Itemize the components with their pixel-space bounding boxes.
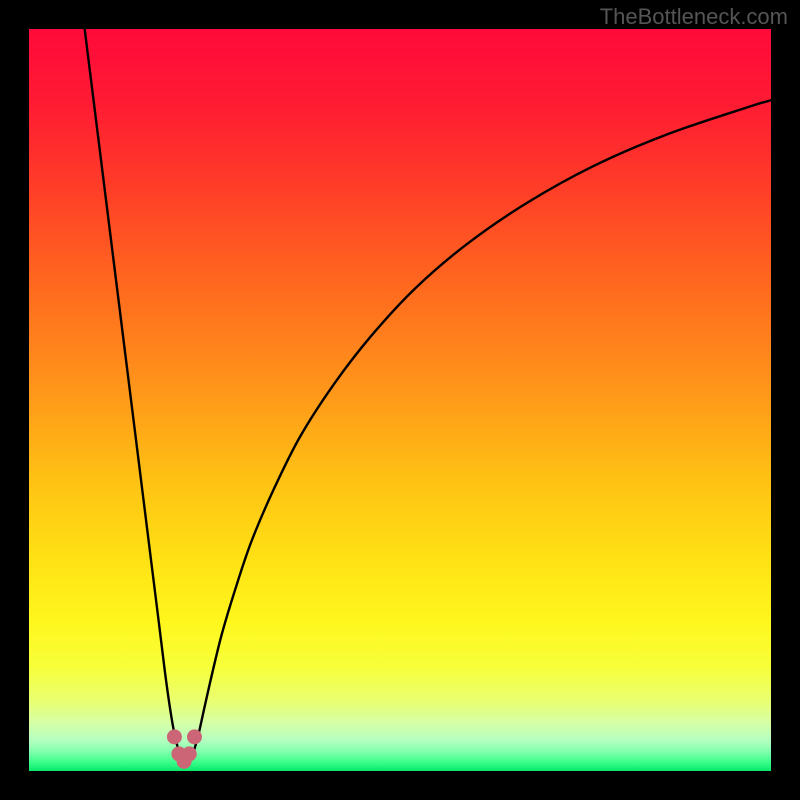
watermark-text: TheBottleneck.com (600, 4, 788, 30)
marker-point (187, 729, 202, 744)
bottleneck-plot (0, 0, 800, 800)
figure-container: TheBottleneck.com (0, 0, 800, 800)
plot-area (29, 29, 771, 771)
marker-point (167, 729, 182, 744)
marker-point (182, 746, 197, 761)
